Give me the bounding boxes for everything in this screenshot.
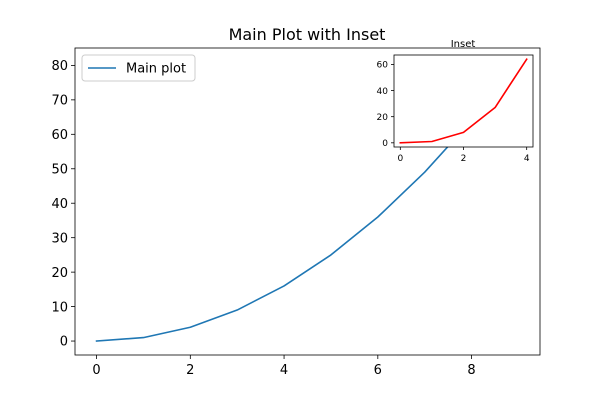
legend: Main plot <box>81 54 196 82</box>
legend-box <box>81 54 196 82</box>
main-y-tick-label: 20 <box>51 266 68 281</box>
inset-y-tick-label: 0 <box>382 139 388 149</box>
inset-series-line-0 <box>399 58 528 144</box>
inset-x-tick-label: 4 <box>524 154 530 164</box>
main-y-tick-label: 30 <box>51 231 68 246</box>
main-x-tick-label: 2 <box>186 363 194 378</box>
main-y-tick-label: 80 <box>51 59 68 74</box>
inset-y-tick-label: 20 <box>377 113 389 123</box>
legend-label: Main plot <box>126 62 186 77</box>
main-y-tick-label: 0 <box>60 335 68 350</box>
main-y-tick-label: 60 <box>51 128 68 143</box>
main-x-tick-label: 0 <box>92 363 100 378</box>
inset-y-tick-label: 60 <box>377 61 389 71</box>
main-y-tick-label: 70 <box>51 94 68 109</box>
main-x-tick-label: 8 <box>467 363 475 378</box>
main-y-tick-label: 10 <box>51 300 68 315</box>
main-y-tick-label: 50 <box>51 162 68 177</box>
inset-x-tick-label: 2 <box>461 154 467 164</box>
inset-y-tick-label: 40 <box>377 87 389 97</box>
inset-chart-title: Inset <box>451 39 476 50</box>
inset-x-tick-label: 0 <box>397 154 403 164</box>
inset-frame <box>393 54 534 148</box>
main-x-tick-label: 4 <box>280 363 288 378</box>
main-x-tick-label: 6 <box>374 363 382 378</box>
main-y-tick-label: 40 <box>51 197 68 212</box>
main-chart-title: Main Plot with Inset <box>229 25 386 44</box>
